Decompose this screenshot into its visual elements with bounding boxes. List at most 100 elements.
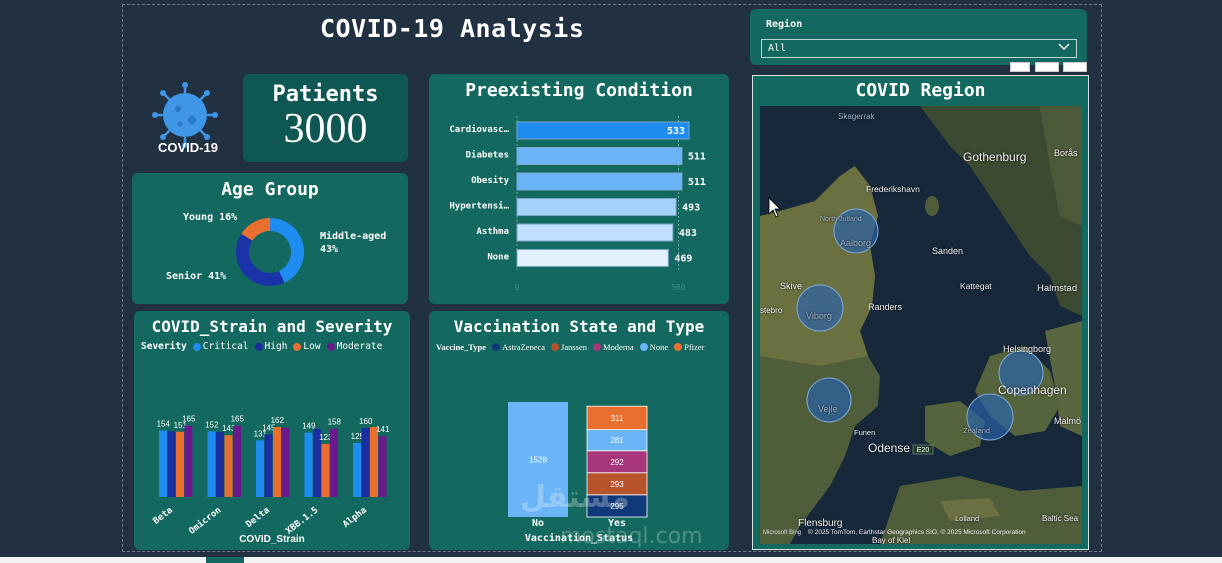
severity-legend-item-2[interactable]: Low [290, 341, 321, 352]
strain-bar-3-1[interactable] [313, 428, 321, 497]
age-group-donut[interactable]: Young 16% Middle-aged 43% Senior 41% [132, 204, 408, 304]
vaccine-legend-item-4[interactable]: Pfizer [671, 342, 704, 352]
map-place-label: North Jutland [820, 216, 862, 223]
vaccine-legend-item-2[interactable]: Moderna [590, 342, 634, 352]
vaccine-legend-item-1[interactable]: Janssen [548, 342, 587, 352]
pre-bar-1[interactable] [516, 147, 683, 165]
strain-bar-3-3[interactable] [330, 428, 338, 497]
severity-legend-title: Severity [141, 341, 187, 352]
patients-value: 3000 [283, 106, 368, 152]
map-attribution: © 2025 TomTom, Earthstar Geographics SIO… [808, 529, 1026, 536]
strain-bar-0-0[interactable] [159, 430, 167, 497]
strain-value-3-0: 149 [302, 422, 316, 431]
vaccine-legend-item-0[interactable]: AstraZeneca [489, 342, 545, 352]
strain-bar-3-0[interactable] [304, 432, 313, 497]
vaccine-legend[interactable]: Vaccine_Type AstraZeneca Janssen Moderna No… [436, 342, 729, 352]
severity-legend[interactable]: Severity Critical High Low Moderate [141, 341, 410, 352]
vacc-value-1-4: 311 [611, 414, 624, 423]
pre-bar-4[interactable] [516, 223, 674, 242]
preexisting-bar-chart[interactable]: Cardiovasc… 533 Diabetes 511 Obesity 511 Hyper… [429, 104, 729, 304]
strain-value-2-1: 145 [262, 423, 276, 432]
age-slice-2[interactable] [236, 233, 285, 286]
page-tab[interactable] [206, 557, 244, 563]
pre-bar-0[interactable] [516, 121, 690, 140]
virus-icon [150, 80, 220, 160]
map-place-label: Aalborg [840, 238, 872, 248]
strain-value-0-2: 151 [174, 421, 188, 430]
vacc-category-0: No [532, 518, 544, 529]
pre-category-4: Asthma [476, 227, 509, 237]
pre-bar-2[interactable] [516, 172, 683, 191]
map-view[interactable]: E20 Skagerrak Gothenburg Borås Frederikshav… [760, 106, 1082, 544]
microsoft-logo: Microsoft Bing [763, 530, 802, 536]
region-dropdown[interactable]: All [761, 39, 1077, 58]
strain-bar-4-1[interactable] [361, 427, 370, 497]
strain-bar-0-1[interactable] [167, 431, 176, 497]
map-place-label: Viborg [806, 311, 832, 321]
pre-value-5: 469 [674, 254, 692, 265]
report-canvas [122, 4, 1102, 552]
map-place-label: Frederikshavn [866, 184, 920, 194]
focus-mode-icon[interactable] [1035, 62, 1059, 72]
map-place-label: Gothenburg [963, 150, 1027, 164]
age-group-title: Age Group [221, 179, 319, 200]
filter-icon[interactable] [1010, 62, 1030, 72]
pre-bar-3[interactable] [516, 198, 677, 216]
region-selected: All [768, 43, 787, 54]
map-place-label: Funen [854, 428, 876, 437]
map-place-label: stebro [760, 306, 783, 315]
strain-bar-4-2[interactable] [370, 427, 378, 497]
map-road-label: E20 [917, 447, 930, 454]
map-place-label: Malmö [1054, 416, 1082, 426]
strain-bar-2-0[interactable] [256, 440, 264, 497]
map-place-label: Bay of Kiel [872, 536, 911, 544]
strain-bar-3-2[interactable] [321, 443, 330, 497]
strain-value-1-2: 143 [222, 424, 236, 433]
pre-category-1: Diabetes [466, 150, 509, 161]
strain-value-4-0: 125 [351, 432, 365, 441]
pre-tick-500: 500 [671, 283, 686, 292]
vaccine-legend-label: Janssen [561, 342, 587, 352]
severity-legend-label: Moderate [336, 341, 383, 352]
vaccine-legend-label: Moderna [603, 342, 634, 352]
severity-legend-item-1[interactable]: High [252, 341, 287, 352]
vacc-category-1: Yes [608, 518, 626, 529]
strain-bar-1-0[interactable] [207, 431, 216, 497]
age-group-card: Age Group Young 16% Middle-aged 43% Senior … [132, 173, 408, 304]
strain-bar-2-3[interactable] [281, 427, 290, 497]
strain-bar-4-3[interactable] [378, 436, 387, 497]
strain-bar-1-3[interactable] [233, 425, 241, 497]
strain-bar-1-2[interactable] [224, 435, 233, 497]
strain-bar-1-1[interactable] [216, 432, 224, 497]
map-place-label: Randers [868, 302, 903, 312]
strain-bar-4-0[interactable] [353, 443, 361, 497]
vaccine-legend-item-3[interactable]: None [637, 342, 668, 352]
strain-severity-card: COVID_Strain and Severity Severity Criti… [134, 311, 410, 550]
severity-legend-item-0[interactable]: Critical [190, 341, 249, 352]
preexisting-title: Preexisting Condition [465, 80, 693, 101]
severity-legend-item-3[interactable]: Moderate [324, 341, 383, 352]
covid-region-map-card: COVID Region E20 Skagerrak Goth [752, 75, 1089, 550]
vacc-segment-0-0[interactable] [508, 402, 568, 517]
more-options-icon[interactable] [1063, 62, 1087, 72]
logo-label: COVID-19 [158, 140, 218, 155]
strain-bar-0-3[interactable] [184, 425, 193, 497]
vacc-segment-1-4[interactable] [586, 405, 648, 431]
strain-bar-0-2[interactable] [176, 431, 184, 497]
map-place-label: Kattegat [960, 281, 992, 291]
age-slice-1[interactable] [270, 218, 304, 283]
vaccination-stacked-chart[interactable]: 1528 No 295 293 292 281 311 Yes Vaccination_Stat… [429, 349, 729, 549]
age-slice-0[interactable] [241, 218, 270, 241]
pre-category-0: Cardiovasc… [449, 124, 509, 135]
legend-dot [674, 343, 683, 351]
strain-category-4: Alpha [341, 505, 369, 530]
pre-bar-5[interactable] [516, 249, 669, 267]
strain-bar-2-2[interactable] [273, 427, 281, 497]
strain-bar-2-1[interactable] [264, 434, 273, 497]
map-place-label: Sanden [932, 246, 964, 256]
pre-category-5: None [487, 253, 509, 263]
watermark-url: mostaql.com [560, 524, 703, 549]
map-place-label: Skive [780, 281, 803, 291]
strain-value-4-3: 141 [376, 425, 390, 434]
